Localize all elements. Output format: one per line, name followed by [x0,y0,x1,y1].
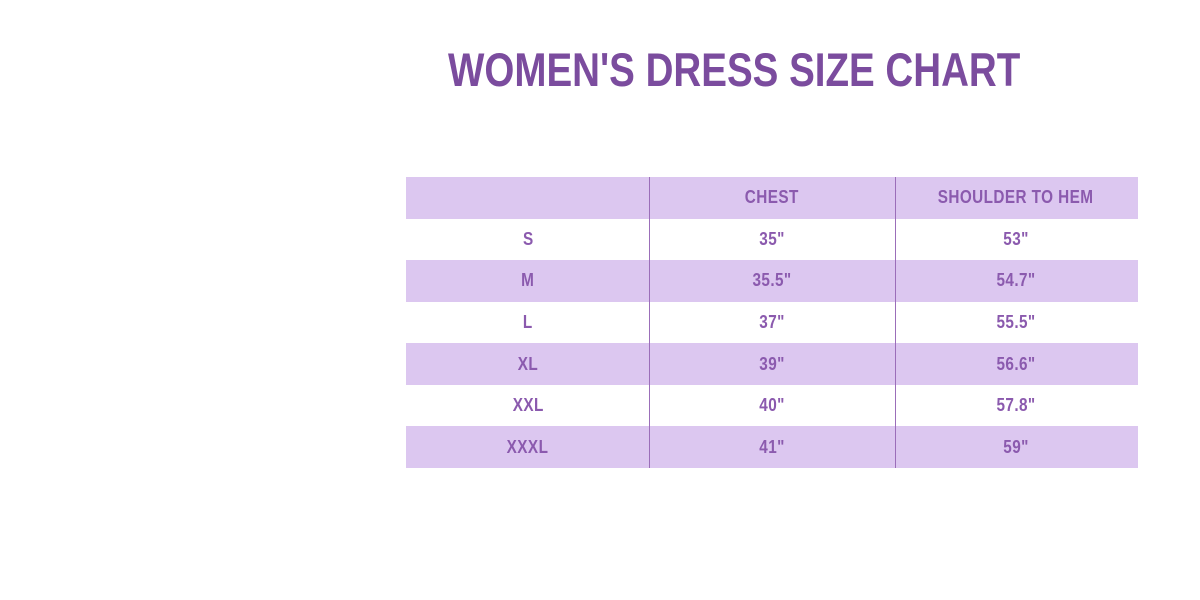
size-cell: XXL [512,395,544,416]
shoulder-to-hem-cell: 54.7" [996,270,1036,291]
shoulder-to-hem-cell: 55.5" [996,312,1036,333]
size-chart-table: CHEST SHOULDER TO HEM S 35" 53" M 35.5" … [406,177,1138,469]
chest-cell: 37" [759,312,785,333]
chest-cell: 39" [759,353,785,374]
chest-cell: 35" [759,228,785,249]
column-divider-2 [895,177,896,468]
table-row-l: L 37" 55.5" [406,301,1138,344]
shoulder-to-hem-cell: 53" [1003,228,1029,249]
table-row-xxl: XXL 40" 57.8" [406,384,1138,427]
page-title-text: WOMEN'S DRESS SIZE CHART [448,43,1021,96]
table-row-s: S 35" 53" [406,218,1138,261]
table-row-xl: XL 39" 56.6" [406,343,1138,385]
table-row-m: M 35.5" 54.7" [406,260,1138,302]
chest-cell: 40" [759,395,785,416]
header-row: CHEST SHOULDER TO HEM [406,177,1138,219]
size-cell: M [521,270,535,291]
page-title: WOMEN'S DRESS SIZE CHART [448,46,1146,93]
chest-cell: 41" [759,436,785,457]
size-column-header [406,177,650,219]
size-cell: L [523,312,533,333]
chest-column-header: CHEST [744,187,799,208]
size-cell: XXXL [507,436,549,457]
column-divider-1 [649,177,650,468]
size-cell: S [522,228,534,249]
table-row-xxxl: XXXL 41" 59" [406,426,1138,469]
shoulder-to-hem-cell: 59" [1003,436,1029,457]
size-cell: XL [517,353,539,374]
chest-cell: 35.5" [752,270,792,291]
shoulder-to-hem-column-header: SHOULDER TO HEM [938,187,1094,208]
shoulder-to-hem-cell: 56.6" [996,353,1036,374]
shoulder-to-hem-cell: 57.8" [996,395,1036,416]
